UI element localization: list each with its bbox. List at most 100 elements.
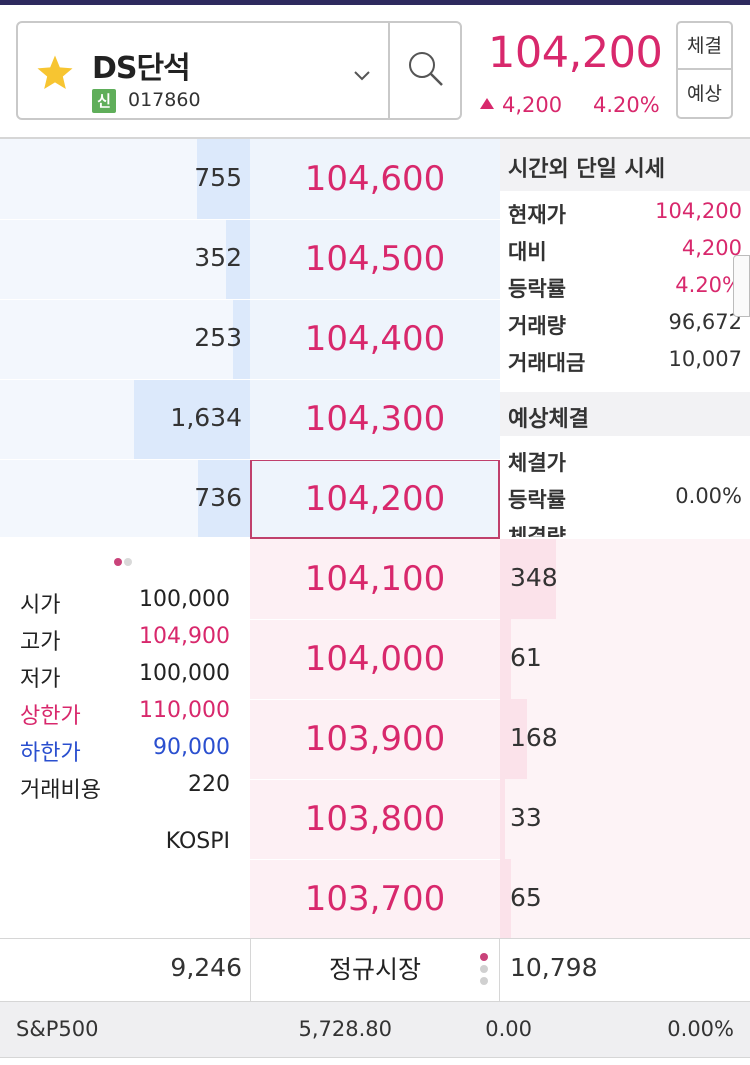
ah-row: 등락률 0.00% [508, 484, 750, 520]
bid-volume-bar [500, 539, 556, 619]
price-change: 4,200 [502, 93, 563, 117]
ask-volume-bar [198, 459, 250, 539]
ah-value: 0.00% [675, 484, 742, 508]
bid-qty-cell[interactable]: 33 [500, 779, 750, 859]
stock-selector[interactable]: DS단석 신 017860 [16, 21, 462, 120]
ask-volume-bar [134, 379, 250, 459]
index-value: 5,728.80 [298, 1017, 392, 1041]
ask-price[interactable]: 104,300 [250, 379, 500, 459]
stat-label: 하한가 [20, 741, 81, 766]
current-price: 104,200 [488, 28, 663, 78]
bid-qty-cell[interactable]: 348 [500, 539, 750, 619]
ask-price[interactable]: 104,400 [250, 299, 500, 379]
stat-row: 저가 100,000 [20, 661, 230, 697]
bid-qty: 61 [510, 643, 542, 672]
stat-value: 110,000 [139, 698, 230, 723]
vdot [480, 965, 488, 973]
tab-trade[interactable]: 체결 [678, 23, 731, 70]
ask-qty-cell[interactable]: 352 [0, 219, 250, 299]
row-divider [0, 859, 500, 860]
bid-price[interactable]: 103,700 [250, 859, 500, 939]
bid-price[interactable]: 104,100 [250, 539, 500, 619]
ask-volume-bar [197, 139, 250, 219]
star-icon[interactable] [34, 53, 76, 93]
stat-value: 90,000 [153, 735, 230, 760]
ask-price[interactable]: 104,500 [250, 219, 500, 299]
ask-qty-cell[interactable]: 1,634 [0, 379, 250, 459]
ah-value: 96,672 [668, 310, 742, 334]
ask-qty: 736 [194, 483, 242, 512]
stat-label: 시가 [20, 593, 61, 618]
ah-value: 104,200 [655, 199, 742, 223]
page-indicator[interactable] [114, 551, 134, 570]
bid-price[interactable]: 103,800 [250, 779, 500, 859]
stat-row: 고가 104,900 [20, 624, 230, 660]
bid-qty-cell[interactable]: 65 [500, 859, 750, 939]
current-ask-price[interactable]: 104,200 [250, 459, 500, 539]
ah-row: 체결가 [508, 447, 750, 483]
stock-name: DS단석 [92, 51, 191, 86]
ah-label: 등락률 [508, 277, 566, 301]
chevron-down-icon[interactable] [352, 65, 372, 85]
ah-value: 10,007 [668, 347, 742, 371]
stat-value: 100,000 [139, 661, 230, 686]
stat-label: 저가 [20, 667, 61, 692]
row-divider [0, 459, 500, 460]
row-divider [0, 299, 500, 300]
ah-label: 체결량 [508, 525, 566, 537]
index-name: S&P500 [16, 1017, 99, 1041]
search-icon [409, 52, 443, 86]
ah-label: 거래량 [508, 314, 566, 338]
ask-qty-cell[interactable]: 736 [0, 459, 250, 539]
row-divider [0, 379, 500, 380]
bid-qty-cell[interactable]: 168 [500, 699, 750, 779]
market-name: KOSPI [165, 829, 230, 854]
stat-row: 거래비용 220 [20, 772, 230, 808]
stat-value: 220 [188, 772, 230, 797]
stat-row: 상한가 110,000 [20, 698, 230, 734]
more-options-icon[interactable] [480, 953, 488, 989]
expected-trade-title: 예상체결 [500, 392, 750, 436]
bid-price[interactable]: 103,900 [250, 699, 500, 779]
bid-volume-bar [500, 699, 527, 779]
stat-value: 104,900 [139, 624, 230, 649]
index-change-pct: 0.00% [667, 1017, 734, 1041]
bid-qty: 65 [510, 883, 542, 912]
ask-qty: 253 [194, 323, 242, 352]
bid-volume-bar [500, 619, 511, 699]
up-triangle-icon [480, 98, 494, 109]
ask-qty-cell[interactable]: 253 [0, 299, 250, 379]
stat-label: 상한가 [20, 704, 81, 729]
stat-row: 시가 100,000 [20, 587, 230, 623]
ah-value: 4,200 [681, 236, 742, 260]
row-divider [0, 779, 500, 780]
ah-row: 체결량 [508, 521, 750, 537]
top-status-bar [0, 0, 750, 5]
ah-row: 현재가 104,200 [508, 199, 750, 235]
bid-qty: 33 [510, 803, 542, 832]
search-button[interactable] [390, 23, 462, 118]
stock-code: 017860 [128, 89, 201, 111]
panel-scroll-handle[interactable] [733, 255, 750, 317]
ask-price[interactable]: 104,600 [250, 139, 500, 219]
tab-expect[interactable]: 예상 [687, 83, 722, 105]
ask-qty-cell[interactable]: 755 [0, 139, 250, 219]
bid-qty: 348 [510, 563, 558, 592]
bid-price[interactable]: 104,000 [250, 619, 500, 699]
ask-qty: 352 [194, 243, 242, 272]
bid-qty-cell[interactable]: 61 [500, 619, 750, 699]
ask-volume-bar [233, 299, 250, 379]
view-toggle: 체결 예상 [676, 21, 733, 119]
price-change-pct: 4.20% [593, 93, 660, 117]
ah-value: 4.20% [675, 273, 742, 297]
row-divider [0, 699, 500, 700]
index-ticker[interactable]: S&P500 5,728.80 0.00 0.00% [0, 1001, 750, 1058]
after-hours-title: 시간외 단일 시세 [500, 139, 750, 191]
ask-qty: 1,634 [170, 403, 242, 432]
vdot [480, 977, 488, 985]
after-hours-panel: 시간외 단일 시세 현재가 104,200 대비 4,200 등락률 4.20%… [500, 139, 750, 537]
bid-qty: 168 [510, 723, 558, 752]
stat-label: 고가 [20, 630, 61, 655]
row-divider [0, 219, 500, 220]
market-session-label[interactable]: 정규시장 [250, 939, 500, 1001]
